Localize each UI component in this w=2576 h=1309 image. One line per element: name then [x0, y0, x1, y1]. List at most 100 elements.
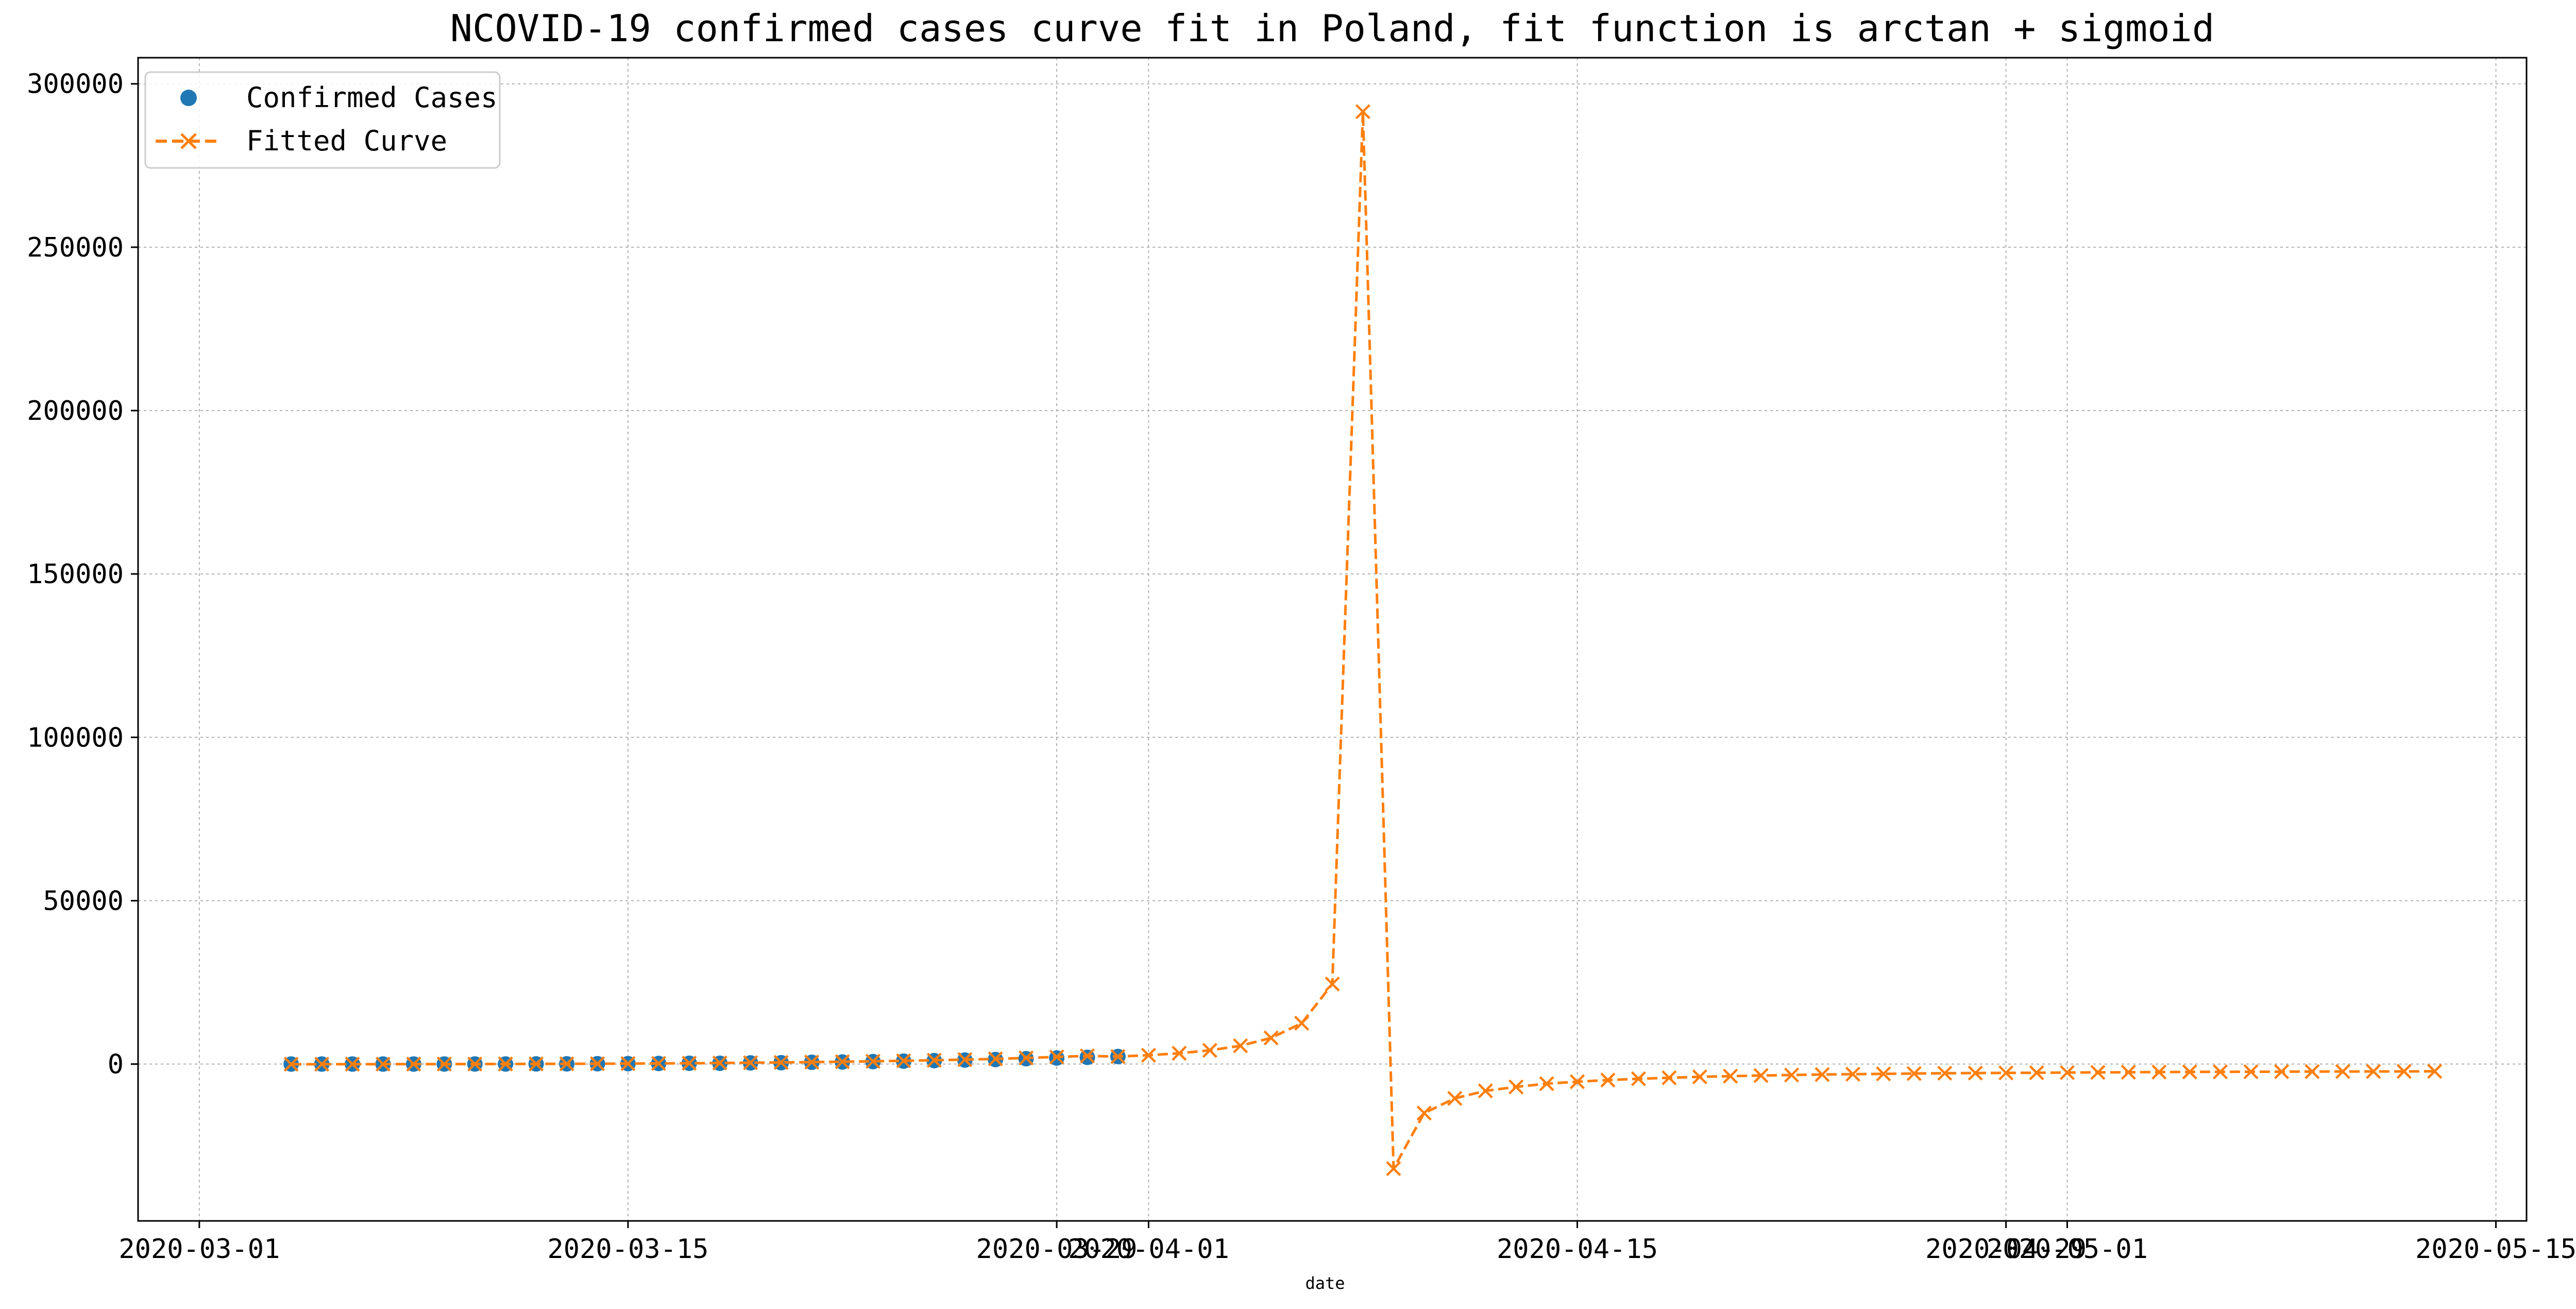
fitted-curve-marker-stroke: [1202, 1043, 1217, 1058]
fitted-curve-marker-stroke: [436, 1056, 452, 1072]
fitted-curve-point: [1263, 1030, 1279, 1046]
y-tick-label: 200000: [27, 396, 124, 427]
fitted-curve-marker-stroke: [1692, 1069, 1707, 1084]
fitted-curve-point: [1662, 1070, 1677, 1085]
fitted-curve-point: [1447, 1091, 1463, 1106]
fitted-curve-point: [1723, 1068, 1738, 1084]
fitted-curve-marker-stroke: [2243, 1064, 2259, 1080]
fitted-curve-point: [1386, 1161, 1401, 1177]
fitted-curve-marker-stroke: [1325, 976, 1340, 992]
fitted-curve-marker-stroke: [529, 1056, 544, 1072]
x-axis-label: date: [1305, 1273, 1345, 1293]
fitted-curve-point: [1355, 104, 1371, 120]
fitted-curve-marker-stroke: [1906, 1066, 1922, 1081]
fitted-curve-marker-stroke: [1968, 1065, 1983, 1081]
fitted-curve-point: [1815, 1067, 1830, 1082]
fitted-curve-point: [529, 1056, 544, 1072]
fitted-curve-point: [2274, 1064, 2290, 1079]
fitted-curve-marker-stroke: [1509, 1079, 1524, 1095]
fitted-curve-marker-stroke: [773, 1055, 789, 1070]
legend-box: [144, 71, 501, 169]
fitted-curve-point: [804, 1055, 820, 1070]
fitted-curve-point: [406, 1057, 421, 1072]
fitted-curve-point: [375, 1057, 391, 1072]
fitted-curve-point: [1692, 1069, 1707, 1084]
fitted-curve-point: [2059, 1065, 2075, 1080]
fitted-curve-point: [651, 1056, 667, 1071]
fitted-curve-point: [1294, 1015, 1310, 1031]
x-tick-label: 2020-04-15: [1497, 1234, 1658, 1265]
fitted-curve-marker-stroke: [1539, 1076, 1554, 1092]
y-tick-label: 300000: [27, 69, 124, 100]
fitted-curve-point: [1325, 976, 1340, 992]
fitted-curve-marker-stroke: [345, 1057, 360, 1072]
fitted-curve-point: [1600, 1073, 1616, 1088]
plot-frame: [137, 57, 2528, 1222]
legend-fitted-marker: [180, 133, 197, 149]
y-tick-label: 100000: [27, 722, 124, 753]
fitted-curve-point: [773, 1055, 789, 1070]
fitted-curve-point: [2182, 1064, 2197, 1080]
fitted-curve-point: [835, 1054, 850, 1069]
fitted-curve-marker-stroke: [1631, 1071, 1646, 1086]
fitted-curve-marker-stroke: [2366, 1064, 2381, 1079]
x-tick-label: 2020-05-01: [1987, 1234, 2148, 1265]
x-tick-label: 2020-03-15: [547, 1234, 708, 1265]
fitted-curve-marker-stroke: [1386, 1161, 1401, 1177]
fitted-curve-point: [345, 1057, 360, 1072]
fitted-curve-point: [436, 1056, 452, 1072]
fitted-curve-marker-stroke: [712, 1055, 727, 1071]
fitted-curve-marker-stroke: [2304, 1064, 2320, 1079]
x-tick-label: 2020-05-15: [2415, 1234, 2576, 1265]
fitted-curve-point: [1233, 1038, 1248, 1053]
y-tick-label: 50000: [43, 886, 124, 916]
y-tick-label: 150000: [27, 559, 124, 590]
fitted-curve-marker-stroke: [559, 1056, 574, 1072]
fitted-curve-marker-stroke: [1815, 1067, 1830, 1082]
fitted-curve-point: [1478, 1083, 1493, 1099]
fitted-curve-marker-stroke: [2090, 1065, 2106, 1080]
fitted-curve-marker-stroke: [1876, 1066, 1891, 1082]
fitted-curve-point: [589, 1056, 605, 1072]
fitted-curve-marker-stroke: [1753, 1068, 1769, 1083]
fitted-curve-marker-stroke: [467, 1056, 483, 1072]
fitted-curve-point: [1110, 1049, 1126, 1064]
fitted-curve-marker-stroke: [1355, 104, 1371, 120]
fitted-curve-point: [682, 1056, 697, 1071]
fitted-curve-marker-stroke: [314, 1057, 330, 1072]
fitted-curve-point: [2366, 1064, 2381, 1079]
legend: Confirmed Cases Fitted Curve: [144, 71, 501, 169]
y-tick-label: 250000: [27, 232, 124, 263]
fitted-curve-point: [1141, 1047, 1156, 1063]
fitted-curve-point: [1019, 1050, 1034, 1066]
fitted-curve-marker-stroke: [1172, 1046, 1187, 1061]
fitted-curve-marker-stroke: [1019, 1050, 1034, 1066]
fitted-curve-point: [2213, 1064, 2228, 1080]
fitted-curve-marker-stroke: [988, 1051, 1003, 1066]
legend-confirmed-marker: [180, 90, 197, 106]
fitted-curve-marker-stroke: [835, 1054, 850, 1069]
fitted-curve-point: [1416, 1106, 1432, 1121]
fitted-curve-marker-stroke: [2396, 1064, 2412, 1079]
fitted-curve-point: [1937, 1065, 1953, 1081]
fitted-curve-marker-stroke: [2151, 1064, 2167, 1080]
fitted-curve-marker-stroke: [1723, 1068, 1738, 1084]
fitted-curve-point: [2396, 1064, 2412, 1079]
fitted-curve-point: [1998, 1065, 2014, 1081]
fitted-curve-point: [988, 1051, 1003, 1066]
fitted-curve-marker-stroke: [1263, 1030, 1279, 1046]
fitted-curve-marker-stroke: [1998, 1065, 2014, 1081]
fitted-curve-point: [1876, 1066, 1891, 1082]
x-tick-label: 2020-03-29: [976, 1234, 1138, 1265]
fitted-curve-marker-stroke: [1937, 1065, 1953, 1081]
fitted-curve-point: [926, 1052, 942, 1068]
fitted-curve-point: [2121, 1064, 2136, 1080]
fitted-curve-marker-stroke: [896, 1053, 911, 1068]
fitted-curve-marker-stroke: [957, 1052, 973, 1067]
fitted-curve-point: [1172, 1046, 1187, 1061]
fitted-curve-marker-stroke: [926, 1052, 942, 1068]
fitted-curve-point: [1631, 1071, 1646, 1086]
